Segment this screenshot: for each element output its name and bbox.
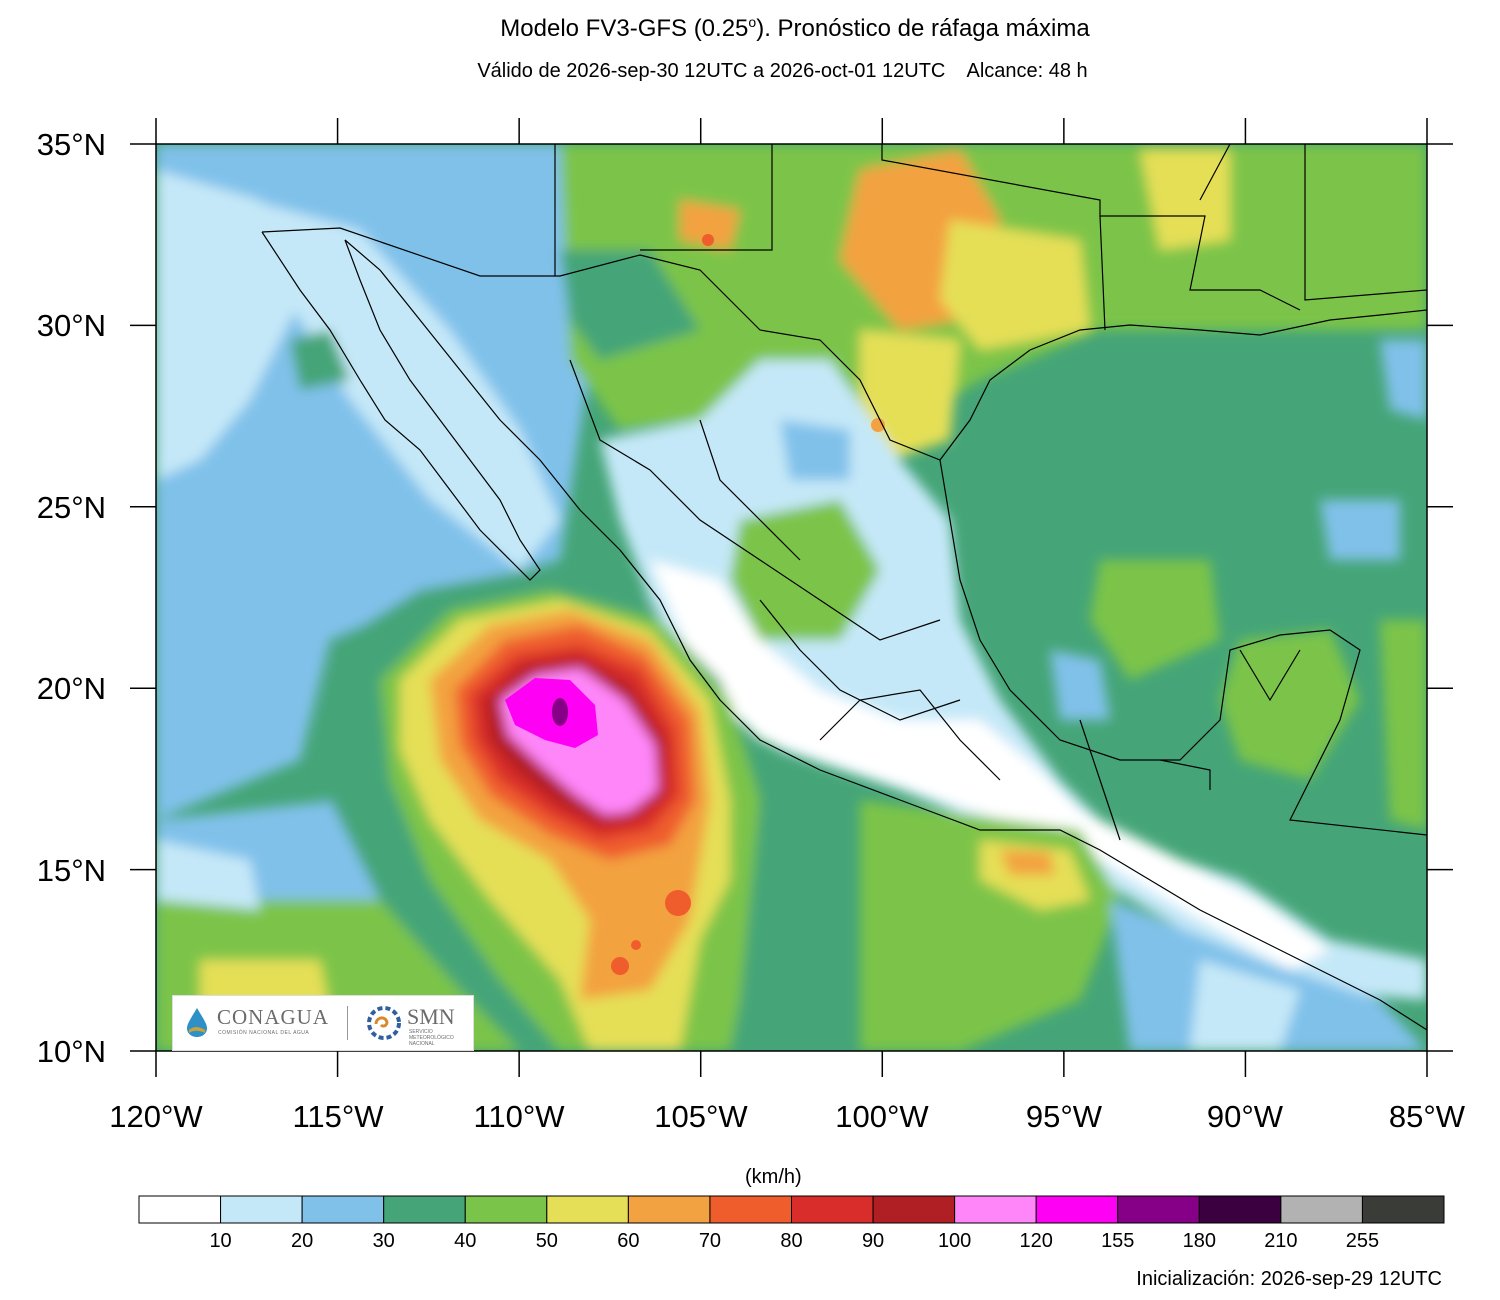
lon-label: 105°W [654, 1099, 748, 1134]
lon-label: 90°W [1207, 1099, 1284, 1134]
colorbar-swatch [220, 1195, 303, 1224]
colorbar-label: 50 [536, 1230, 558, 1252]
colorbar-swatch [138, 1195, 222, 1224]
colorbar-label: 90 [862, 1230, 884, 1252]
lon-label: 95°W [1026, 1099, 1103, 1134]
smn-subtitle: SERVICIO METEOROLÓGICO NACIONAL [409, 1029, 454, 1047]
colorbar-labels: 10 20 30 40 50 60 70 80 90 100 120 155 180 210 255 [209, 1230, 1379, 1252]
lat-label: 15°N [37, 853, 106, 888]
conagua-subtitle: COMISIÓN NACIONAL DEL AGUA [218, 1030, 310, 1036]
conagua-name: CONAGUA [217, 1005, 329, 1029]
colorbar-swatch [1035, 1195, 1119, 1224]
colorbar-label: 10 [209, 1230, 231, 1252]
colorbar-swatch [383, 1195, 466, 1224]
conagua-logo-icon [187, 1008, 207, 1037]
gust-field [156, 144, 1427, 1051]
colorbar-swatch [1117, 1195, 1200, 1224]
colorbar-label: 210 [1264, 1230, 1297, 1252]
colorbar-label: 100 [938, 1230, 971, 1252]
lon-label: 100°W [835, 1099, 929, 1134]
map-frame [155, 143, 1428, 1052]
colorbar-swatch [627, 1195, 711, 1224]
colorbar-label: 255 [1346, 1230, 1379, 1252]
colorbar-label: 20 [291, 1230, 313, 1252]
lat-label: 10°N [37, 1034, 106, 1069]
colorbar-swatches [138, 1195, 1445, 1224]
colorbar-label: 60 [617, 1230, 639, 1252]
colorbar-label: 155 [1101, 1230, 1134, 1252]
colorbar-swatch [301, 1195, 385, 1224]
lon-label: 110°W [473, 1099, 565, 1134]
lat-label: 35°N [37, 127, 106, 162]
logo-separator [347, 1006, 348, 1040]
colorbar-swatch [1280, 1195, 1363, 1224]
colorbar-swatch [546, 1195, 629, 1224]
colorbar-swatch [709, 1195, 792, 1224]
colorbar-label: 30 [373, 1230, 395, 1252]
colorbar-swatch [954, 1195, 1037, 1224]
lat-labels: 10°N 15°N 20°N 25°N 30°N 35°N [37, 127, 106, 1069]
coastlines [261, 144, 1427, 1031]
forecast-map: 10°N 15°N 20°N 25°N 30°N 35°N 120°W 115°… [37, 118, 1466, 1134]
smn-name: SMN [407, 1004, 455, 1029]
colorbar-label: 120 [1020, 1230, 1053, 1252]
lat-label: 30°N [37, 308, 106, 343]
agency-logos: CONAGUA COMISIÓN NACIONAL DEL AGUA SMN S… [172, 995, 474, 1051]
lat-label: 25°N [37, 490, 106, 525]
initialization-time: Inicialización: 2026-sep-29 12UTC [1136, 1268, 1442, 1290]
smn-logo-icon [367, 1006, 401, 1040]
lon-label: 120°W [109, 1099, 203, 1134]
colorbar-swatch [464, 1195, 548, 1224]
lat-label: 20°N [37, 671, 106, 706]
colorbar-units: (km/h) [745, 1166, 802, 1188]
colorbar-label: 70 [699, 1230, 721, 1252]
lon-label: 115°W [292, 1099, 384, 1134]
colorbar-swatch [1361, 1195, 1445, 1224]
colorbar-label: 80 [780, 1230, 802, 1252]
lon-labels: 120°W 115°W 110°W 105°W 100°W 95°W 90°W … [109, 1099, 1466, 1134]
colorbar-label: 180 [1183, 1230, 1216, 1252]
map-subtitle: Válido de 2026-sep-30 12UTC a 2026-oct-0… [477, 60, 1088, 82]
colorbar-label: 40 [454, 1230, 476, 1252]
colorbar: 10 20 30 40 50 60 70 80 90 100 120 155 180 210 255 [138, 1195, 1445, 1252]
axis-ticks [130, 118, 1453, 1077]
lon-label: 85°W [1389, 1099, 1466, 1134]
map-title: Modelo FV3-GFS (0.25o). Pronóstico de rá… [500, 14, 1090, 42]
colorbar-swatch [1198, 1195, 1282, 1224]
colorbar-swatch [872, 1195, 956, 1224]
colorbar-swatch [791, 1195, 874, 1224]
